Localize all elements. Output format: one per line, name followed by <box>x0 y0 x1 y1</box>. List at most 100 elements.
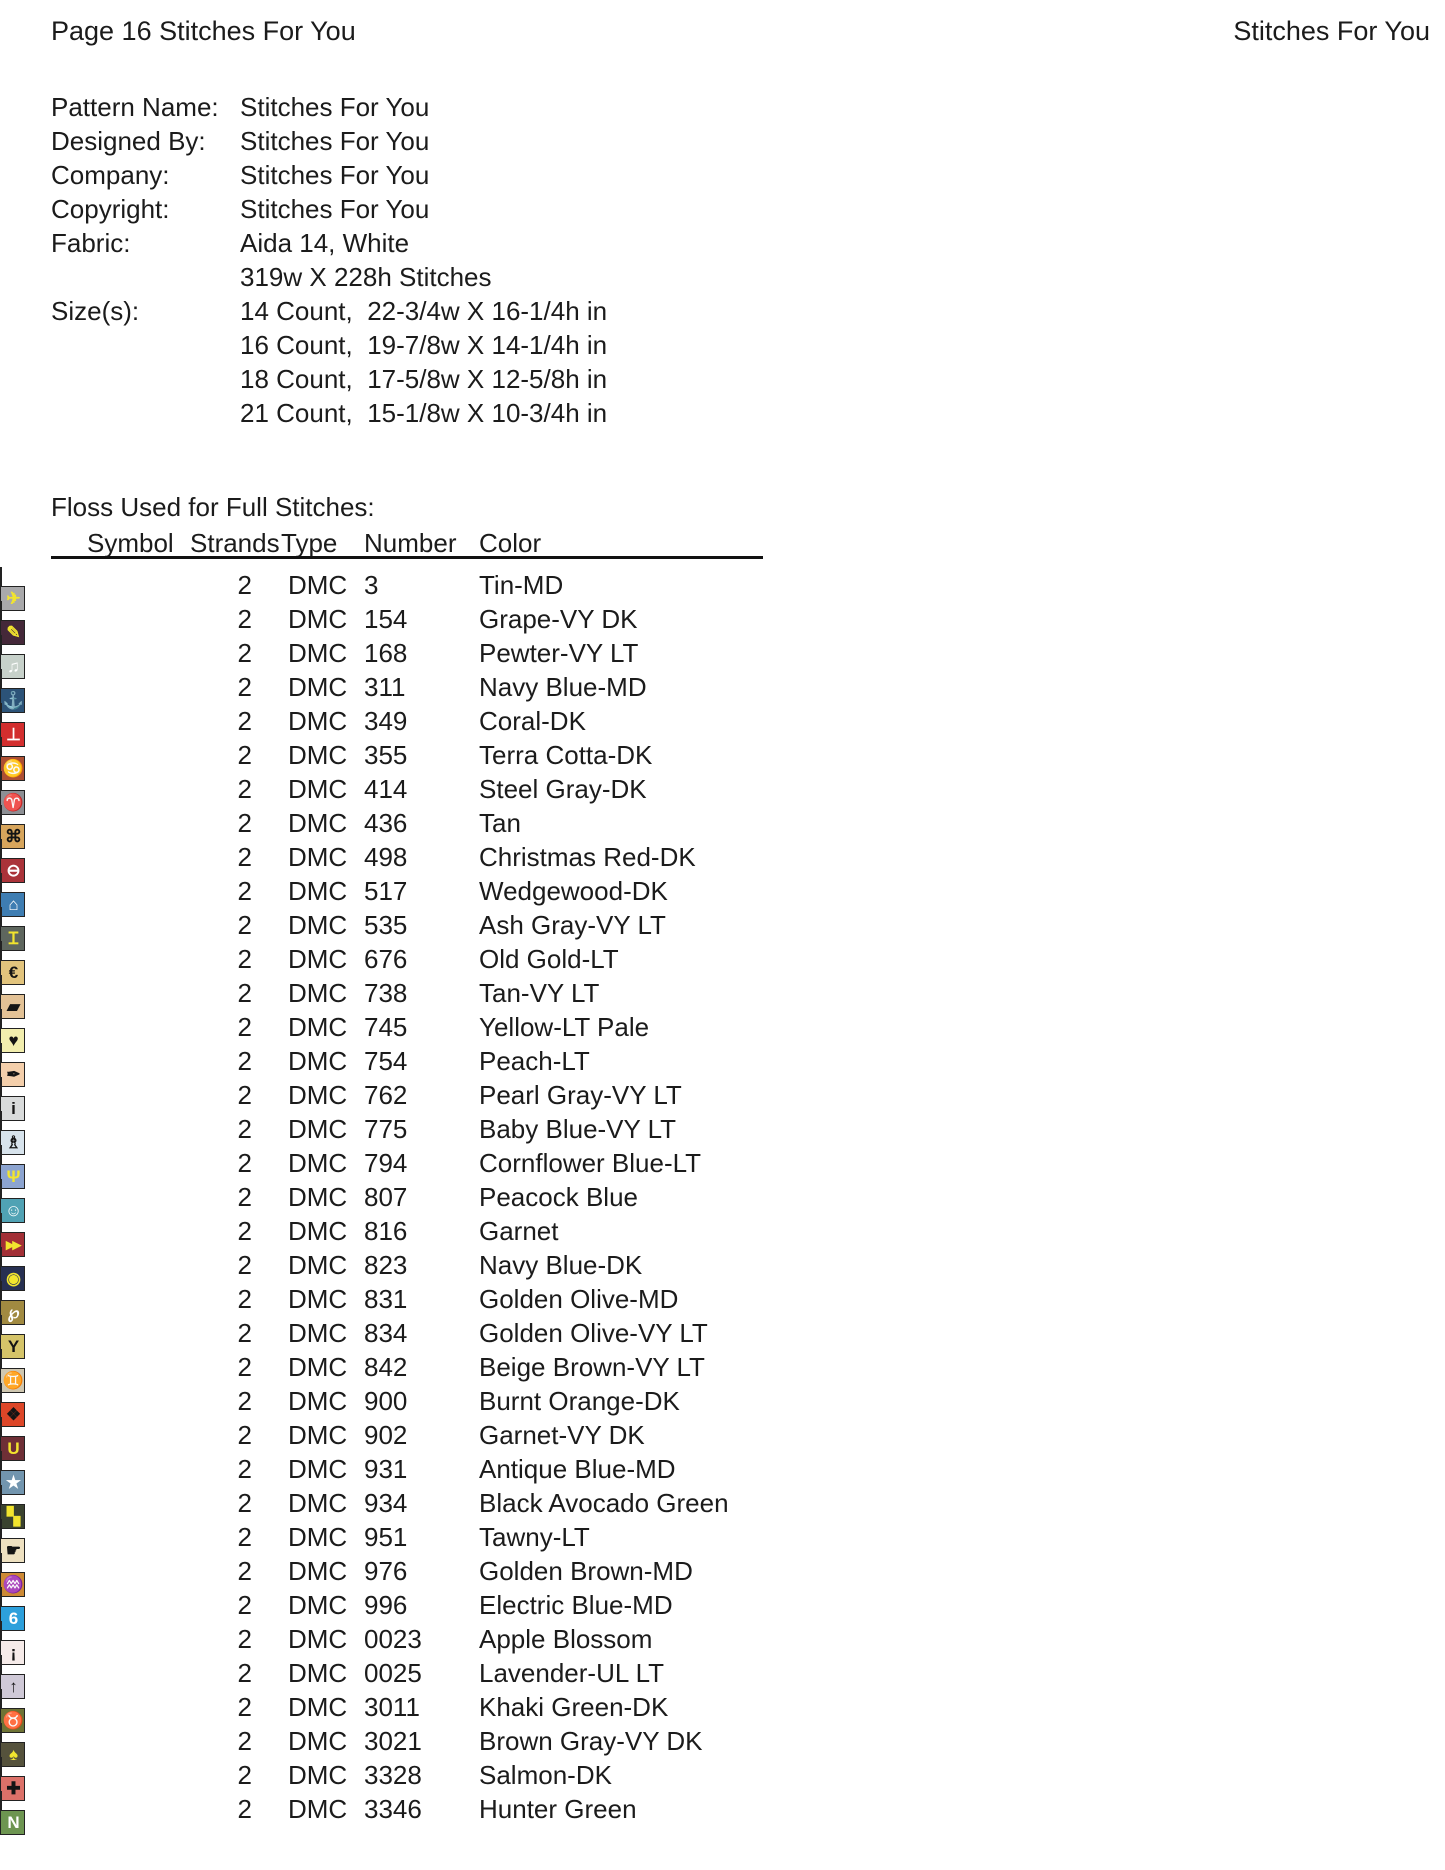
strands-cell: 2 <box>237 1249 252 1280</box>
floss-table-row: ♠ 2 DMC 3021 Brown Gray-VY DK <box>0 1723 1445 1767</box>
color-swatch <box>0 1213 2 1232</box>
type-cell: DMC <box>288 1453 348 1484</box>
pattern-info-value: Stitches For You <box>240 92 430 122</box>
strands-cell: 2 <box>237 1691 252 1722</box>
type-cell: DMC <box>288 1147 348 1178</box>
floss-table-row: ℘ 2 DMC 831 Golden Olive-MD <box>0 1281 1445 1325</box>
color-swatch <box>0 669 2 688</box>
number-cell: 0025 <box>364 1657 422 1688</box>
type-cell: DMC <box>288 1623 348 1654</box>
pattern-info-value: Stitches For You <box>240 194 430 224</box>
floss-table-row: ⊥ 2 DMC 349 Coral-DK <box>0 703 1445 747</box>
number-cell: 349 <box>364 705 408 736</box>
type-cell: DMC <box>288 1181 348 1212</box>
pattern-info-value: Stitches For You <box>240 126 430 156</box>
type-cell: DMC <box>288 1691 348 1722</box>
type-cell: DMC <box>288 1249 348 1280</box>
floss-table-row: i 2 DMC 762 Pearl Gray-VY LT <box>0 1077 1445 1121</box>
strands-cell: 2 <box>237 943 252 974</box>
strands-cell: 2 <box>237 1657 252 1688</box>
number-cell: 745 <box>364 1011 408 1042</box>
color-name-cell: Steel Gray-DK <box>479 773 647 804</box>
up-tack-icon: ⊥ <box>0 722 25 747</box>
color-swatch <box>0 1247 2 1266</box>
number-cell: 951 <box>364 1521 408 1552</box>
number-cell: 3021 <box>364 1725 422 1756</box>
eye-icon: ◉ <box>0 1266 25 1291</box>
color-name-cell: Navy Blue-MD <box>479 671 647 702</box>
color-name-cell: Golden Olive-MD <box>479 1283 679 1314</box>
heart-icon: ♥ <box>0 1028 25 1053</box>
floss-table-row: ✎ 2 DMC 154 Grape-VY DK <box>0 601 1445 645</box>
number-cell: 154 <box>364 603 408 634</box>
pattern-info-value: 18 Count, 17-5/8w X 12-5/8h in <box>240 364 608 394</box>
strands-cell: 2 <box>237 603 252 634</box>
color-name-cell: Yellow-LT Pale <box>479 1011 650 1042</box>
type-cell: DMC <box>288 841 348 872</box>
command-icon: ⌘ <box>0 824 25 849</box>
number-cell: 3011 <box>364 1691 420 1722</box>
color-swatch <box>0 805 2 824</box>
strands-cell: 2 <box>237 1147 252 1178</box>
color-swatch <box>0 1383 2 1402</box>
color-swatch <box>0 635 2 654</box>
color-swatch <box>0 907 2 926</box>
type-cell: DMC <box>288 1521 348 1552</box>
type-cell: DMC <box>288 671 348 702</box>
number-cell: 498 <box>364 841 408 872</box>
floss-table-row: Ɪ 2 DMC 535 Ash Gray-VY LT <box>0 907 1445 951</box>
strands-cell: 2 <box>237 1725 252 1756</box>
color-swatch <box>0 1723 2 1742</box>
digit-6-icon: 6 <box>0 1606 25 1631</box>
color-name-cell: Old Gold-LT <box>479 943 619 974</box>
color-swatch <box>0 1179 2 1198</box>
type-cell: DMC <box>288 1725 348 1756</box>
letter-y-icon: Y <box>0 1334 25 1359</box>
color-name-cell: Ash Gray-VY LT <box>479 909 666 940</box>
pattern-info-line: 21 Count, 15-1/8w X 10-3/4h in <box>0 396 1445 430</box>
strands-cell: 2 <box>237 1521 252 1552</box>
page-header-left: Page 16 Stitches For You <box>51 16 356 46</box>
column-header-number: Number <box>364 528 457 558</box>
pattern-info-line: Pattern Name: Stitches For You <box>0 90 1445 124</box>
type-cell: DMC <box>288 807 348 838</box>
color-swatch <box>0 1451 2 1470</box>
pattern-info-line: 16 Count, 19-7/8w X 14-1/4h in <box>0 328 1445 362</box>
number-cell: 831 <box>364 1283 408 1314</box>
type-cell: DMC <box>288 569 348 600</box>
strands-cell: 2 <box>237 1385 252 1416</box>
color-swatch <box>0 1077 2 1096</box>
strands-cell: 2 <box>237 1759 252 1790</box>
floss-table-row: ❖ 2 DMC 900 Burnt Orange-DK <box>0 1383 1445 1427</box>
smiley-icon: ☺ <box>0 1198 25 1223</box>
aries-zodiac-icon: ♈ <box>0 790 25 815</box>
floss-table-row: ♋ 2 DMC 355 Terra Cotta-DK <box>0 737 1445 781</box>
pattern-info-value: 21 Count, 15-1/8w X 10-3/4h in <box>240 398 608 428</box>
color-name-cell: Tan-VY LT <box>479 977 600 1008</box>
color-name-cell: Terra Cotta-DK <box>479 739 653 770</box>
pattern-info-label: Copyright: <box>51 194 170 224</box>
type-cell: DMC <box>288 1793 348 1824</box>
number-cell: 931 <box>364 1453 408 1484</box>
pattern-info-line: 319w X 228h Stitches <box>0 260 1445 294</box>
cross-icon: ✚ <box>0 1776 25 1801</box>
number-cell: 355 <box>364 739 408 770</box>
number-cell: 168 <box>364 637 408 668</box>
number-cell: 754 <box>364 1045 408 1076</box>
pattern-info-label: Designed By: <box>51 126 206 156</box>
type-cell: DMC <box>288 1589 348 1620</box>
number-cell: 3 <box>364 569 379 600</box>
color-swatch <box>0 1587 2 1606</box>
floss-table-row: ▸▸ 2 DMC 816 Garnet <box>0 1213 1445 1257</box>
type-cell: DMC <box>288 1555 348 1586</box>
strands-cell: 2 <box>237 1487 252 1518</box>
fast-forward-icon: ▸▸ <box>0 1232 25 1257</box>
number-cell: 676 <box>364 943 408 974</box>
quadrant-squares-icon: ▚ <box>0 1504 25 1529</box>
euro-icon: € <box>0 960 25 985</box>
color-swatch <box>0 1791 2 1810</box>
number-cell: 3328 <box>364 1759 422 1790</box>
pattern-info-value: Aida 14, White <box>240 228 410 258</box>
strands-cell: 2 <box>237 637 252 668</box>
type-cell: DMC <box>288 1317 348 1348</box>
